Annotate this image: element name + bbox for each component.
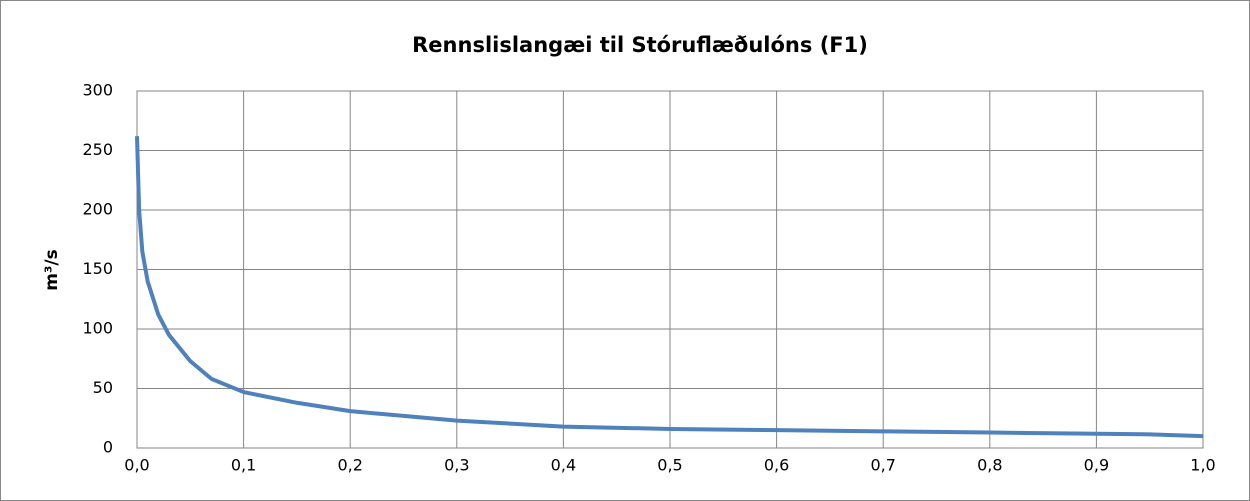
y-tick-label: 50 bbox=[93, 378, 113, 397]
y-tick-label: 150 bbox=[82, 259, 113, 278]
chart-title: Rennslislangæi til Stóruflæðulóns (F1) bbox=[412, 33, 868, 57]
y-tick-label: 0 bbox=[103, 438, 113, 457]
y-axis-label: m³/s bbox=[42, 249, 62, 291]
x-tick-label: 0,7 bbox=[870, 456, 895, 475]
x-tick-label: 0,8 bbox=[977, 456, 1002, 475]
y-tick-label: 200 bbox=[82, 200, 113, 219]
x-tick-label: 0,6 bbox=[764, 456, 789, 475]
data-line bbox=[135, 136, 1204, 439]
x-tick-label: 0,0 bbox=[124, 456, 149, 475]
x-tick-label: 0,2 bbox=[337, 456, 362, 475]
x-tick-label: 1,0 bbox=[1190, 456, 1215, 475]
y-tick-label: 300 bbox=[82, 81, 113, 100]
y-tick-label: 100 bbox=[82, 319, 113, 338]
x-tick-label: 0,9 bbox=[1084, 456, 1109, 475]
x-tick-label: 0,4 bbox=[551, 456, 576, 475]
x-tick-label: 0,1 bbox=[231, 456, 256, 475]
plot-border bbox=[136, 90, 1204, 449]
y-tick-label: 250 bbox=[82, 140, 113, 159]
x-tick-label: 0,5 bbox=[657, 456, 682, 475]
x-tick-label: 0,3 bbox=[444, 456, 469, 475]
